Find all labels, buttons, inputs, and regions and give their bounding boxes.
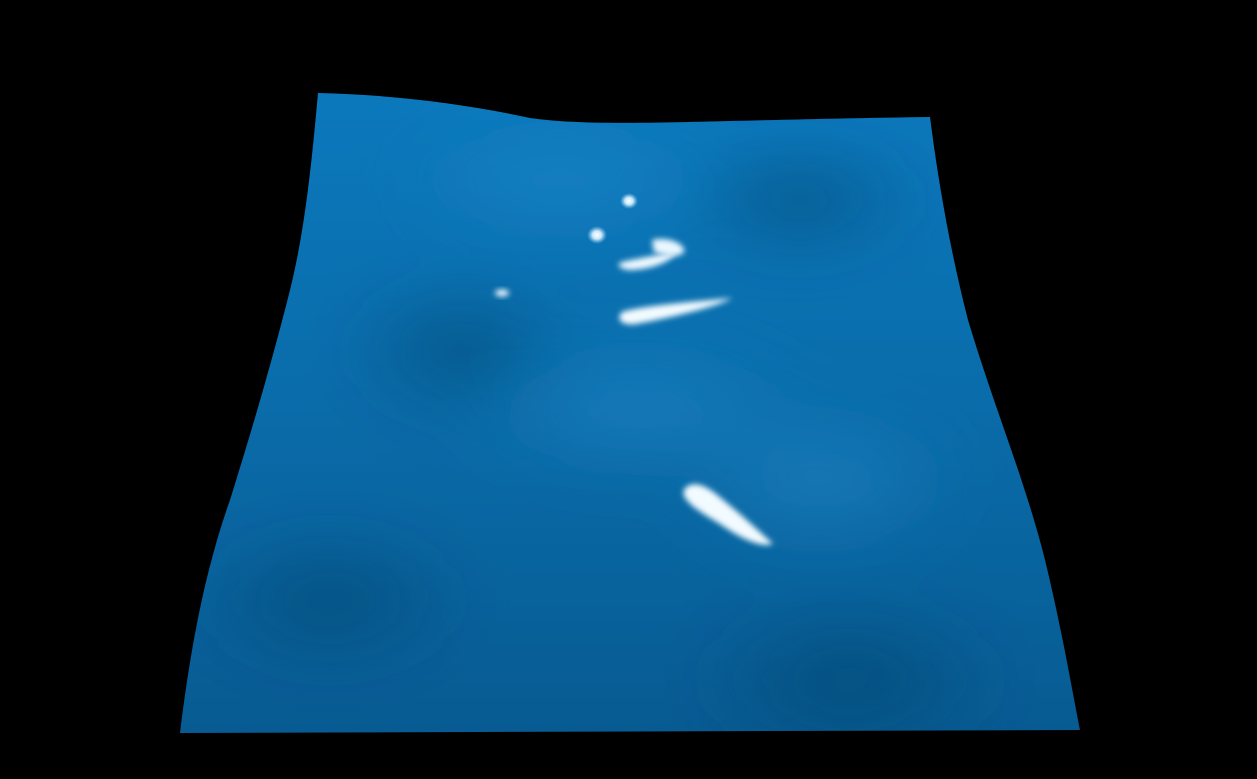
- shade-dark-top-right: [670, 140, 930, 260]
- specular-highlights: [495, 193, 773, 545]
- highlight-right-curve: [652, 238, 685, 256]
- highlight-left-dot: [587, 226, 607, 244]
- highlight-top-dot: [620, 193, 638, 209]
- highlight-lower-arc: [618, 252, 676, 270]
- highlight-far-left-dot: [495, 289, 509, 297]
- highlight-streak: [619, 298, 732, 325]
- shade-dark-bottom-right: [690, 600, 1010, 733]
- shade-light-top: [390, 120, 730, 240]
- shade-dark-bottom-left: [190, 530, 470, 670]
- highlight-diagonal-streak: [683, 484, 773, 545]
- shade-light-mid: [460, 340, 820, 480]
